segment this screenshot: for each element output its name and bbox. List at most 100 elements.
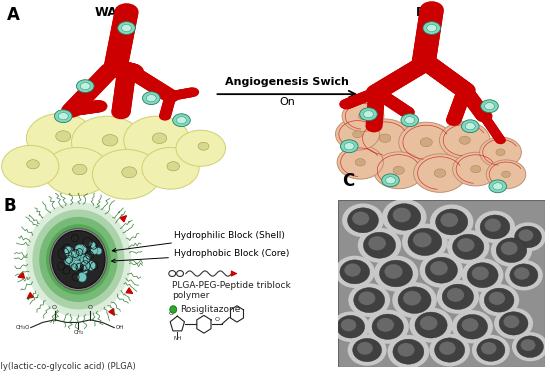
Circle shape [433, 67, 455, 83]
Text: On: On [279, 97, 295, 107]
Circle shape [342, 203, 384, 237]
Circle shape [117, 65, 136, 79]
Circle shape [83, 265, 89, 270]
Circle shape [415, 33, 439, 51]
Circle shape [354, 93, 368, 104]
Circle shape [116, 73, 135, 88]
Text: CH₃: CH₃ [73, 330, 84, 335]
Circle shape [369, 87, 384, 98]
Circle shape [79, 84, 100, 99]
Circle shape [83, 101, 100, 113]
Circle shape [402, 223, 448, 260]
Circle shape [413, 232, 432, 247]
Circle shape [371, 87, 386, 99]
Circle shape [449, 79, 471, 95]
Circle shape [415, 29, 439, 47]
Circle shape [420, 253, 463, 288]
Circle shape [80, 83, 101, 98]
Circle shape [424, 60, 446, 76]
Circle shape [348, 283, 390, 317]
Circle shape [486, 124, 497, 132]
Circle shape [505, 260, 543, 290]
Circle shape [388, 335, 429, 369]
Text: NH: NH [173, 336, 182, 341]
Circle shape [414, 39, 438, 56]
Circle shape [83, 269, 87, 274]
Circle shape [472, 335, 510, 365]
Circle shape [113, 93, 133, 108]
Circle shape [111, 23, 135, 40]
Circle shape [368, 236, 386, 251]
Circle shape [461, 318, 478, 332]
Circle shape [477, 339, 505, 361]
Circle shape [111, 105, 131, 119]
Circle shape [348, 208, 378, 233]
Text: poly(lactic-co-glycolic acid) (PLGA): poly(lactic-co-glycolic acid) (PLGA) [0, 363, 136, 372]
Text: Hydrophobic Block (Core): Hydrophobic Block (Core) [112, 249, 289, 263]
Circle shape [397, 65, 419, 81]
Circle shape [73, 91, 93, 106]
Circle shape [177, 89, 190, 99]
Circle shape [436, 209, 468, 235]
Circle shape [129, 70, 147, 83]
Circle shape [337, 315, 365, 338]
Circle shape [454, 92, 470, 104]
Circle shape [481, 342, 497, 355]
Circle shape [378, 93, 394, 104]
Circle shape [488, 126, 499, 134]
Circle shape [74, 251, 81, 258]
Circle shape [370, 82, 392, 98]
Circle shape [146, 94, 156, 102]
Circle shape [179, 88, 193, 98]
Circle shape [109, 28, 134, 46]
Circle shape [114, 82, 134, 96]
Circle shape [98, 64, 119, 79]
Circle shape [161, 105, 173, 113]
Circle shape [81, 260, 86, 266]
Circle shape [521, 339, 536, 351]
Text: WAT: WAT [95, 6, 125, 19]
Circle shape [113, 9, 138, 26]
Circle shape [164, 94, 176, 104]
Circle shape [486, 122, 497, 130]
Circle shape [475, 211, 515, 243]
Circle shape [64, 257, 72, 265]
Circle shape [114, 84, 134, 98]
Circle shape [173, 90, 186, 99]
Circle shape [354, 288, 384, 313]
Circle shape [449, 107, 465, 118]
Circle shape [104, 56, 128, 73]
Circle shape [344, 263, 361, 277]
Circle shape [450, 104, 466, 115]
Circle shape [341, 319, 356, 331]
Circle shape [78, 245, 86, 254]
Circle shape [501, 242, 518, 255]
Circle shape [91, 246, 98, 254]
Circle shape [414, 37, 438, 54]
Circle shape [384, 264, 403, 279]
Circle shape [142, 92, 160, 105]
Circle shape [106, 48, 130, 65]
Circle shape [167, 91, 180, 101]
Circle shape [366, 116, 383, 129]
Circle shape [68, 251, 75, 259]
Circle shape [480, 215, 510, 239]
Circle shape [117, 68, 136, 82]
Circle shape [344, 97, 359, 108]
Circle shape [352, 94, 366, 104]
Circle shape [118, 22, 135, 34]
Circle shape [112, 97, 132, 111]
Circle shape [107, 40, 131, 57]
Circle shape [92, 149, 161, 199]
Circle shape [72, 263, 79, 271]
Circle shape [368, 83, 389, 99]
Circle shape [434, 68, 456, 84]
Circle shape [439, 122, 490, 159]
Circle shape [72, 252, 79, 260]
Circle shape [372, 314, 404, 339]
Circle shape [335, 256, 375, 288]
Circle shape [437, 280, 479, 314]
Circle shape [112, 98, 131, 113]
Circle shape [380, 94, 396, 105]
Circle shape [490, 129, 500, 136]
